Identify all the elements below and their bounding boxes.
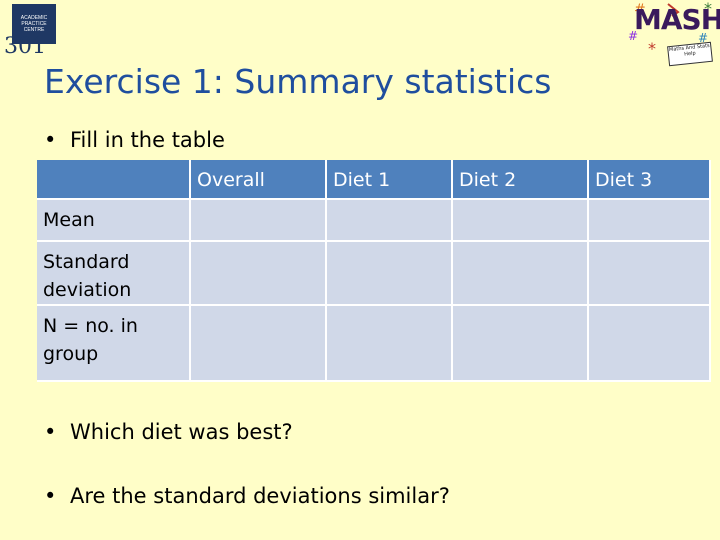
table-header-row: Overall Diet 1 Diet 2 Diet 3: [37, 160, 711, 200]
table-cell[interactable]: [589, 242, 711, 306]
table-cell[interactable]: [327, 306, 453, 382]
mash-logo: # * # * # MASH Maths And Stats Help: [628, 0, 720, 70]
header-cell-diet-3: Diet 3: [589, 160, 711, 200]
table-cell[interactable]: [453, 306, 589, 382]
header-cell-blank: [37, 160, 191, 200]
table-cell[interactable]: [191, 242, 327, 306]
header-cell-diet-2: Diet 2: [453, 160, 589, 200]
bullet-dot-icon: •: [44, 420, 57, 444]
bullet-which-diet: • Which diet was best?: [44, 420, 293, 444]
svg-text:*: *: [648, 39, 656, 58]
bullet-dot-icon: •: [44, 128, 57, 152]
svg-text:#: #: [628, 29, 638, 43]
row-label-n-group: N = no. in group: [37, 306, 191, 382]
row-label-standard-deviation: Standard deviation: [37, 242, 191, 306]
table-cell[interactable]: [191, 306, 327, 382]
mash-logo-graphic: # * # * #: [628, 0, 712, 58]
bullet-text: Are the standard deviations similar?: [70, 484, 450, 508]
table-cell[interactable]: [327, 200, 453, 242]
bullet-dot-icon: •: [44, 484, 57, 508]
bullet-fill-table: • Fill in the table: [44, 128, 225, 152]
logo-crest-box: ACADEMIC PRACTICE CENTRE: [12, 4, 56, 44]
table-cell[interactable]: [327, 242, 453, 306]
svg-text:#: #: [698, 31, 708, 45]
table-row-standard-deviation: Standard deviation: [37, 242, 711, 306]
table-cell[interactable]: [191, 200, 327, 242]
svg-text:*: *: [704, 0, 712, 18]
summary-statistics-table: Overall Diet 1 Diet 2 Diet 3 Mean Standa…: [37, 160, 711, 382]
bullet-sd-similar: • Are the standard deviations similar?: [44, 484, 450, 508]
table-row-n-group: N = no. in group: [37, 306, 711, 382]
slide-title: Exercise 1: Summary statistics: [44, 62, 552, 101]
table-row-mean: Mean: [37, 200, 711, 242]
table-cell[interactable]: [589, 306, 711, 382]
logo-number: 301: [4, 34, 46, 59]
table-cell[interactable]: [453, 200, 589, 242]
table-cell[interactable]: [589, 200, 711, 242]
svg-text:#: #: [634, 2, 646, 18]
header-cell-diet-1: Diet 1: [327, 160, 453, 200]
mash-wordmark: MASH: [634, 3, 720, 36]
logo-crest-text: ACADEMIC PRACTICE CENTRE: [20, 15, 48, 33]
table-cell[interactable]: [453, 242, 589, 306]
university-logo: ACADEMIC PRACTICE CENTRE 301: [0, 0, 70, 70]
bullet-text: Fill in the table: [70, 128, 225, 152]
bullet-text: Which diet was best?: [70, 420, 293, 444]
header-cell-overall: Overall: [191, 160, 327, 200]
row-label-mean: Mean: [37, 200, 191, 242]
